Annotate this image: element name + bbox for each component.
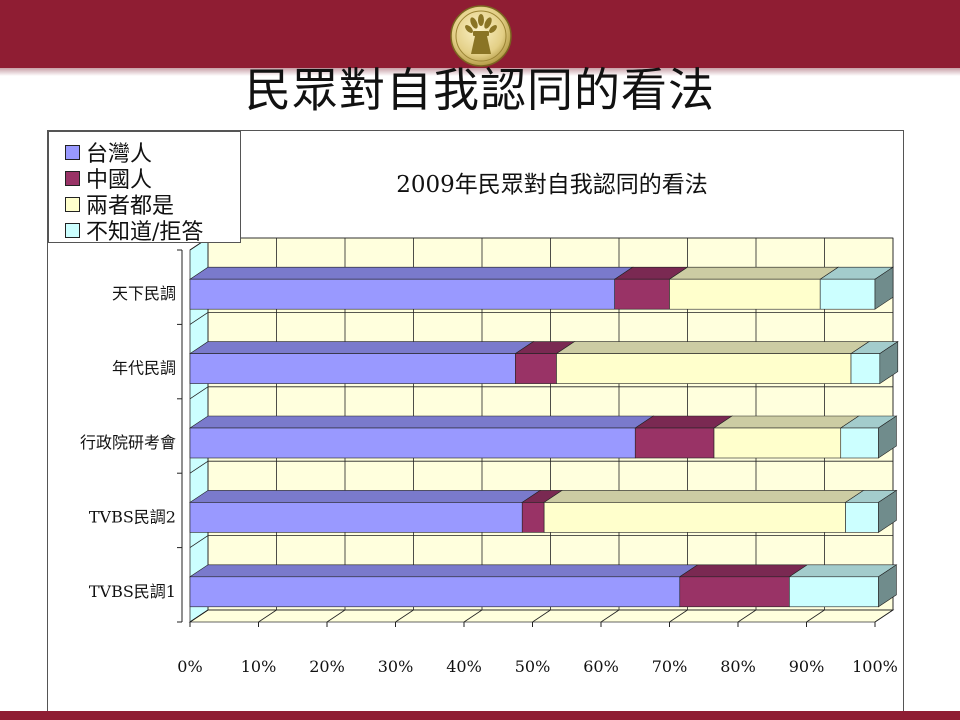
bar-segment-side — [874, 266, 894, 310]
bar-segment — [556, 353, 852, 384]
x-tick-label: 80% — [720, 657, 756, 676]
bar-segment — [679, 576, 790, 608]
bar-segment — [189, 427, 636, 459]
footer-banner — [0, 711, 960, 720]
floor-gridline — [395, 609, 414, 623]
bar-segment-top — [678, 564, 809, 578]
stacked-bar-chart: 0% 10% 20% 30% 40% 50% 60% 70% 80% 90% 100% 天下民調年代民… — [80, 172, 899, 676]
floor-gridline — [463, 609, 483, 623]
category-label: 天下民調 — [112, 284, 176, 303]
bar-segment-top — [543, 490, 865, 503]
side-gridline — [189, 386, 209, 400]
bar-segment — [614, 278, 670, 310]
legend-label: 兩者都是 — [86, 194, 175, 219]
wheat-seal-logo — [450, 5, 512, 67]
header-banner-shadow — [0, 68, 960, 76]
bar-segment — [840, 427, 879, 459]
slide-title: 民眾對自我認同的看法 — [245, 63, 715, 117]
legend-swatch — [65, 144, 80, 160]
bar-segment-top — [189, 490, 542, 503]
side-gridline — [189, 609, 209, 623]
x-tick-label: 90% — [789, 657, 825, 676]
bar-segment — [189, 502, 523, 533]
bar-segment-top — [668, 266, 840, 280]
floor-gridline — [737, 609, 757, 623]
bar-segment-top — [189, 266, 634, 280]
category-label: TVBS民調2 — [89, 507, 176, 526]
legend-item-both: 兩者都是 — [65, 191, 175, 219]
bar-segment-top — [555, 341, 871, 354]
bar-segment-side — [878, 489, 897, 533]
legend-item-chinese: 中國人 — [65, 165, 153, 193]
floor-gridline — [600, 609, 620, 623]
side-gridline — [189, 460, 209, 474]
floor-gridline — [326, 609, 346, 623]
x-tick-label: 70% — [652, 657, 688, 676]
bar-segment-side — [878, 415, 897, 459]
bar-segment — [634, 427, 715, 459]
legend-swatch — [65, 222, 80, 238]
bar-segment — [543, 502, 846, 533]
side-gridline — [189, 535, 209, 548]
category-label: TVBS民調1 — [89, 582, 176, 601]
bar-segment-top — [189, 415, 655, 429]
category-label: 年代民調 — [112, 359, 176, 378]
floor-gridline — [669, 609, 688, 623]
x-tick-label: 10% — [241, 657, 277, 676]
category-label: 行政院研考會 — [80, 433, 176, 452]
bar-segment-top — [788, 564, 898, 578]
x-tick-label: 20% — [309, 657, 345, 676]
bar-segment — [189, 576, 681, 608]
chart-title: 2009年民眾對自我認同的看法 — [396, 172, 708, 198]
legend-label: 不知道/拒答 — [86, 220, 204, 245]
bar-segment — [819, 278, 876, 310]
x-tick-label: 0% — [177, 657, 202, 676]
legend-item-unknown: 不知道/拒答 — [65, 217, 204, 245]
legend-label: 台灣人 — [86, 142, 153, 167]
legend-swatch — [65, 170, 80, 186]
bar-segment-top — [189, 564, 699, 578]
bar-segment — [189, 353, 516, 384]
bar-segment-top — [189, 341, 535, 354]
legend-label: 中國人 — [86, 168, 153, 193]
x-tick-label: 60% — [583, 657, 619, 676]
x-tick-label: 40% — [446, 657, 482, 676]
floor-gridline — [258, 609, 277, 623]
bar-segment-side — [878, 564, 897, 608]
floor-gridline — [874, 609, 894, 623]
chart-legend: 台灣人 中國人 兩者都是 不知道/拒答 — [48, 131, 241, 245]
floor-gridline — [806, 609, 825, 623]
bar-segment — [789, 576, 879, 608]
legend-item-taiwanese: 台灣人 — [65, 139, 153, 167]
bar-segment — [669, 278, 821, 310]
x-tick-label: 100% — [852, 657, 898, 676]
floor-gridline — [532, 609, 551, 623]
x-tick-label: 50% — [515, 657, 551, 676]
side-gridline — [189, 312, 209, 325]
bar-segment — [845, 502, 879, 533]
bar-segment — [521, 502, 545, 533]
bar-segment — [189, 278, 616, 310]
x-tick-label: 30% — [378, 657, 414, 676]
bar-segment-top — [713, 415, 860, 429]
bar-segment — [713, 427, 842, 459]
bar-segment — [515, 353, 557, 384]
bar-segment — [850, 353, 881, 384]
bar-segment-side — [879, 341, 899, 385]
legend-swatch — [65, 196, 80, 212]
